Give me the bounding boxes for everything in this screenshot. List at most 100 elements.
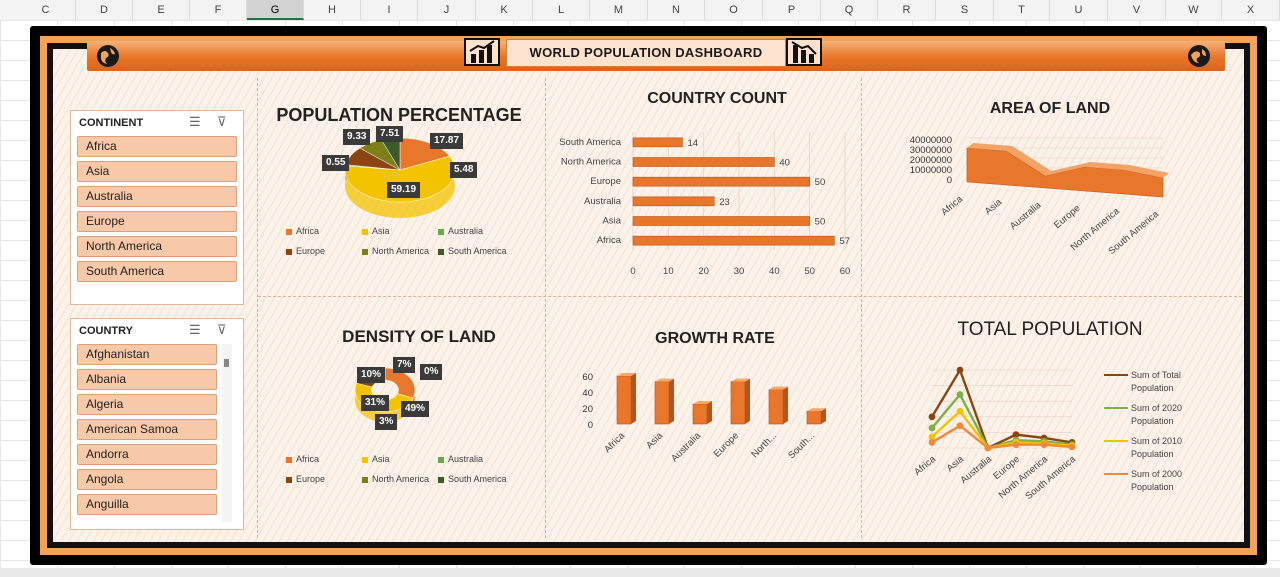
line-series bbox=[931, 424, 1073, 450]
bar bbox=[632, 235, 835, 246]
continent-item[interactable]: Europe bbox=[77, 211, 237, 232]
line-marker bbox=[1068, 443, 1076, 451]
column-header-u[interactable]: U bbox=[1050, 0, 1108, 20]
category-label: Australia bbox=[1008, 199, 1044, 232]
category-label: Asia bbox=[644, 430, 665, 451]
country-item[interactable]: Afghanistan bbox=[77, 344, 217, 365]
multi-select-icon[interactable]: ☰ bbox=[189, 114, 201, 129]
column-header-h[interactable]: H bbox=[304, 0, 361, 20]
column-bar-top bbox=[731, 378, 750, 382]
column-header-n[interactable]: N bbox=[648, 0, 705, 20]
continent-item[interactable]: Australia bbox=[77, 186, 237, 207]
continent-slicer-title: CONTINENT bbox=[79, 117, 144, 129]
line-series bbox=[930, 367, 1073, 450]
column-header-t[interactable]: T bbox=[994, 0, 1050, 20]
column-header-c[interactable]: C bbox=[16, 0, 76, 20]
x-tick-label: 40 bbox=[769, 266, 780, 277]
column-bar bbox=[654, 381, 670, 425]
continent-item[interactable]: South America bbox=[77, 261, 237, 282]
horizontal-scrollbar[interactable] bbox=[0, 568, 1280, 577]
column-header-p[interactable]: P bbox=[763, 0, 821, 20]
data-label: 9.33 bbox=[343, 129, 371, 145]
data-label: 31% bbox=[361, 395, 390, 411]
category-label: South... bbox=[786, 430, 817, 461]
pie-slice-side bbox=[345, 156, 455, 218]
data-label: 50 bbox=[815, 217, 826, 228]
column-bar bbox=[806, 410, 822, 425]
clear-filter-icon[interactable]: ⊽ bbox=[217, 322, 227, 337]
category-label: Asia bbox=[603, 216, 622, 227]
country-item[interactable]: American Samoa bbox=[77, 419, 217, 440]
category-label: Europe bbox=[712, 430, 741, 459]
continent-item[interactable]: Asia bbox=[77, 161, 237, 182]
legend-item: North America bbox=[362, 246, 429, 256]
column-header-x[interactable]: X bbox=[1222, 0, 1280, 20]
population-percentage-pie bbox=[344, 137, 456, 218]
column-header-j[interactable]: J bbox=[418, 0, 476, 20]
clear-filter-icon[interactable]: ⊽ bbox=[217, 114, 227, 129]
country-item[interactable]: Angola bbox=[77, 469, 217, 490]
category-label: Australia bbox=[669, 430, 703, 464]
column-header-d[interactable]: D bbox=[76, 0, 133, 20]
line-marker bbox=[956, 366, 964, 374]
data-label: 14 bbox=[687, 138, 698, 149]
column-bar-top bbox=[655, 378, 674, 382]
column-bar-side bbox=[821, 408, 826, 424]
column-header-l[interactable]: L bbox=[533, 0, 590, 20]
country-slicer-scrollbar[interactable] bbox=[222, 344, 232, 522]
multi-select-icon[interactable]: ☰ bbox=[189, 322, 201, 337]
legend-swatch bbox=[438, 248, 444, 255]
area-series-top bbox=[967, 143, 1169, 178]
column-bar-side bbox=[783, 386, 788, 424]
category-label: Europe bbox=[590, 176, 621, 187]
column-header-o[interactable]: O bbox=[705, 0, 763, 20]
legend-label: North America bbox=[372, 246, 430, 256]
country-item[interactable]: Albania bbox=[77, 369, 217, 390]
legend-swatch bbox=[438, 456, 444, 463]
column-bar bbox=[692, 403, 708, 425]
scrollbar-thumb[interactable] bbox=[224, 359, 229, 367]
legend-label: Europe bbox=[296, 474, 326, 484]
column-header-i[interactable]: I bbox=[361, 0, 418, 20]
legend-swatch bbox=[362, 456, 368, 463]
data-label: 3% bbox=[375, 414, 398, 430]
legend-line-swatch bbox=[1104, 374, 1128, 376]
continent-item[interactable]: North America bbox=[77, 236, 237, 257]
legend-label: Europe bbox=[296, 246, 326, 256]
x-tick-label: 0 bbox=[630, 266, 635, 277]
legend-item: Sum of 2010 Population bbox=[1104, 435, 1194, 461]
legend-item: Sum of Total Population bbox=[1104, 369, 1194, 395]
x-tick-label: 60 bbox=[840, 266, 851, 277]
column-header-r[interactable]: R bbox=[878, 0, 936, 20]
column-header-q[interactable]: Q bbox=[821, 0, 878, 20]
column-header-e[interactable]: E bbox=[133, 0, 190, 20]
column-header-v[interactable]: V bbox=[1108, 0, 1166, 20]
category-label: Africa bbox=[939, 193, 965, 217]
legend-swatch bbox=[286, 248, 292, 255]
y-tick-label: 0 bbox=[588, 420, 593, 431]
column-bar-top bbox=[693, 401, 712, 404]
column-bar bbox=[768, 389, 784, 425]
country-item[interactable]: Anguilla bbox=[77, 494, 217, 515]
category-label: Asia bbox=[945, 453, 967, 474]
country-item[interactable]: Algeria bbox=[77, 394, 217, 415]
column-header-k[interactable]: K bbox=[476, 0, 533, 20]
dashboard-panel bbox=[53, 49, 1244, 542]
data-label: 17.87 bbox=[430, 133, 464, 149]
column-header-s[interactable]: S bbox=[936, 0, 994, 20]
continent-item[interactable]: Africa bbox=[77, 136, 237, 157]
column-bar-top bbox=[807, 408, 826, 412]
data-label: 7.51 bbox=[376, 126, 404, 142]
column-header-w[interactable]: W bbox=[1166, 0, 1222, 20]
line-marker bbox=[956, 391, 964, 398]
legend-label: South America bbox=[448, 246, 507, 256]
column-header-f[interactable]: F bbox=[190, 0, 247, 20]
line-marker bbox=[1012, 441, 1020, 449]
country-item[interactable]: Andorra bbox=[77, 444, 217, 465]
legend-swatch bbox=[286, 456, 292, 463]
column-header-m[interactable]: M bbox=[590, 0, 648, 20]
column-header-g[interactable]: G bbox=[247, 0, 304, 20]
